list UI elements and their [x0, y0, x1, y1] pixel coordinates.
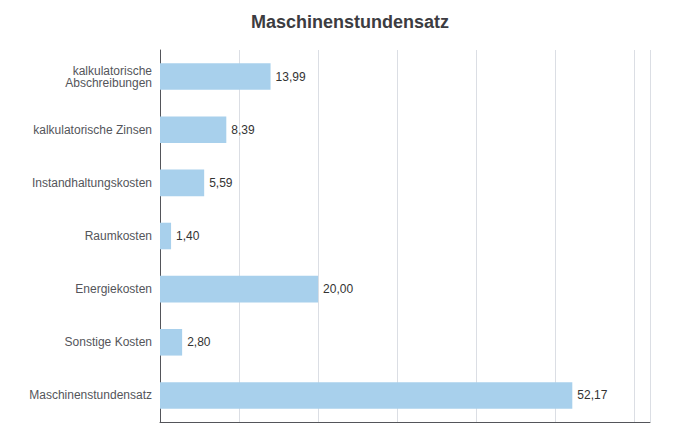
svg-text:Instandhaltungskosten: Instandhaltungskosten [32, 176, 152, 190]
svg-text:Sonstige Kosten: Sonstige Kosten [65, 335, 152, 349]
svg-text:kalkulatorische Zinsen: kalkulatorische Zinsen [33, 123, 152, 137]
svg-text:52,17: 52,17 [577, 388, 607, 402]
svg-text:2,80: 2,80 [187, 335, 211, 349]
svg-text:13,99: 13,99 [276, 70, 306, 84]
svg-text:8,39: 8,39 [231, 123, 255, 137]
svg-text:5,59: 5,59 [209, 176, 233, 190]
svg-text:Energiekosten: Energiekosten [75, 282, 152, 296]
svg-text:20,00: 20,00 [323, 282, 353, 296]
svg-text:Raumkosten: Raumkosten [85, 229, 152, 243]
svg-text:1,40: 1,40 [176, 229, 200, 243]
svg-text:Maschinenstundensatz: Maschinenstundensatz [29, 388, 152, 402]
svg-text:Maschinenstundensatz: Maschinenstundensatz [251, 12, 449, 32]
svg-text:kalkulatorische: kalkulatorische [72, 63, 152, 78]
svg-text:Abschreibungen: Abschreibungen [65, 76, 152, 90]
